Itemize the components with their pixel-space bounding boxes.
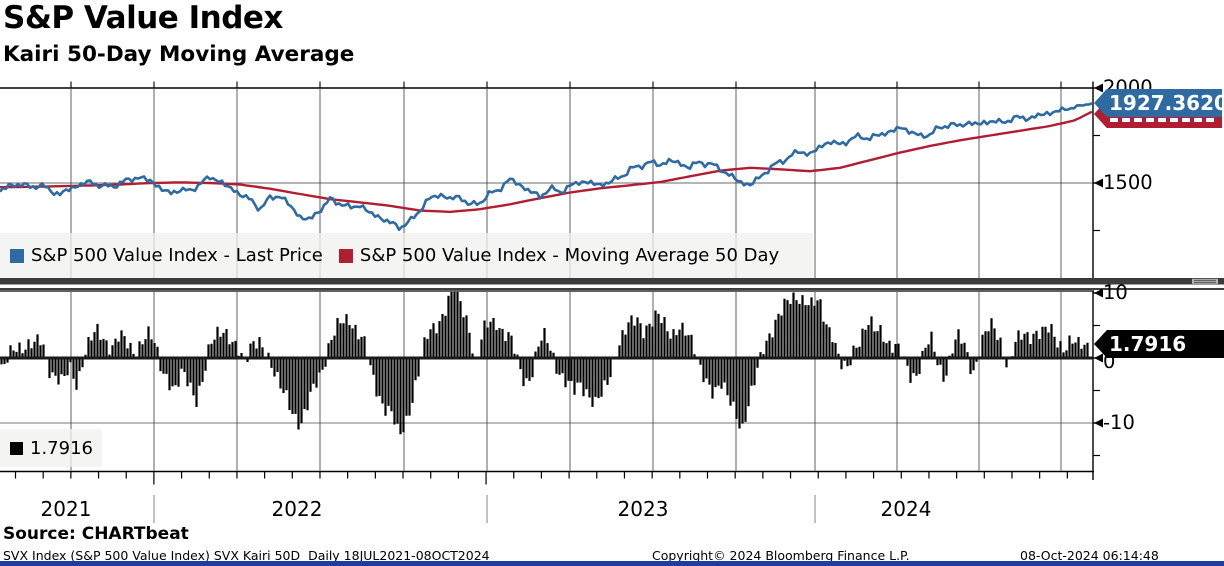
occluded-ma-value [1110,118,1217,122]
price-lines [0,102,1093,232]
x-axis-year-2023: 2023 [617,497,669,521]
bottom-blue-strip [0,561,1224,566]
kairi-swatch-icon [10,441,23,455]
y-axis-label-minus10: -10 [1103,411,1135,434]
x-axis-year-2022: 2022 [271,497,323,521]
kairi-bars [0,292,1092,435]
source-label: Source: CHARTbeat [3,524,189,544]
moving-average-swatch-icon [338,248,353,263]
panel-divider [0,278,1224,290]
legend-item-last-price[interactable]: S&P 500 Value Index - Last Price [10,245,323,266]
kairi-value-tag: 1.7916 [1094,330,1224,358]
legend-item-kairi[interactable]: 1.7916 [10,438,93,459]
last-price-legend-label: S&P 500 Value Index - Last Price [31,245,323,266]
price-legend: S&P 500 Value Index - Last Price S&P 500… [0,233,813,278]
x-axis-year-2024: 2024 [880,497,932,521]
divider-handle-icon[interactable] [1192,278,1218,284]
right-axis-ticks [1093,83,1103,457]
panel-frames [0,81,1094,480]
legend-item-moving-average[interactable]: S&P 500 Value Index - Moving Average 50 … [338,245,780,266]
footer-security-info: SVX Index (S&P 500 Value Index) SVX Kair… [3,548,490,563]
year-separators [153,495,816,523]
kairi-legend: 1.7916 [0,429,102,467]
x-axis-ticks [14,471,1068,485]
last-price-swatch-icon [10,248,24,263]
footer-timestamp: 08-Oct-2024 06:14:48 [1020,548,1159,563]
footer-copyright: Copyright© 2024 Bloomberg Finance L.P. [652,548,910,563]
y-axis-label-10: 10 [1103,281,1128,304]
page-title: S&P Value Index [3,0,283,36]
y-axis-label-1500: 1500 [1103,171,1153,194]
page-subtitle: Kairi 50-Day Moving Average [3,42,355,67]
last-price-value-tag: 1927.36206 [1094,89,1222,117]
kairi-legend-value: 1.7916 [30,437,93,459]
moving-average-legend-label: S&P 500 Value Index - Moving Average 50 … [359,245,780,266]
x-axis-year-2021: 2021 [40,497,92,521]
